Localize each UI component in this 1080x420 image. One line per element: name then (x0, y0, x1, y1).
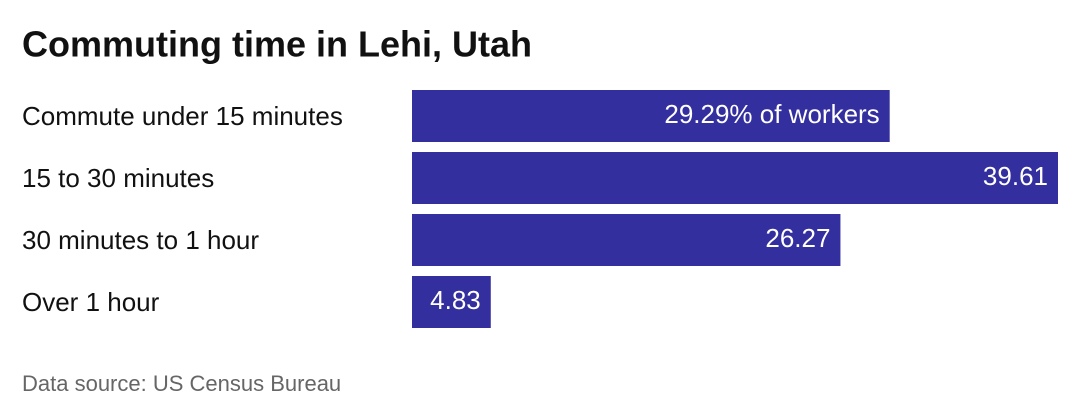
value-label: 4.83 (430, 285, 481, 315)
category-label: Over 1 hour (22, 287, 160, 317)
source-note: Data source: US Census Bureau (22, 371, 341, 396)
category-label: 30 minutes to 1 hour (22, 225, 259, 255)
category-label: Commute under 15 minutes (22, 101, 343, 131)
category-label: 15 to 30 minutes (22, 163, 214, 193)
value-label: 26.27 (765, 223, 830, 253)
bar (412, 90, 890, 142)
value-label: 29.29% of workers (664, 99, 879, 129)
bar (412, 214, 841, 266)
value-label: 39.61 (983, 161, 1048, 191)
chart-title: Commuting time in Lehi, Utah (22, 24, 532, 65)
bar (412, 276, 491, 328)
bar (412, 152, 1058, 204)
